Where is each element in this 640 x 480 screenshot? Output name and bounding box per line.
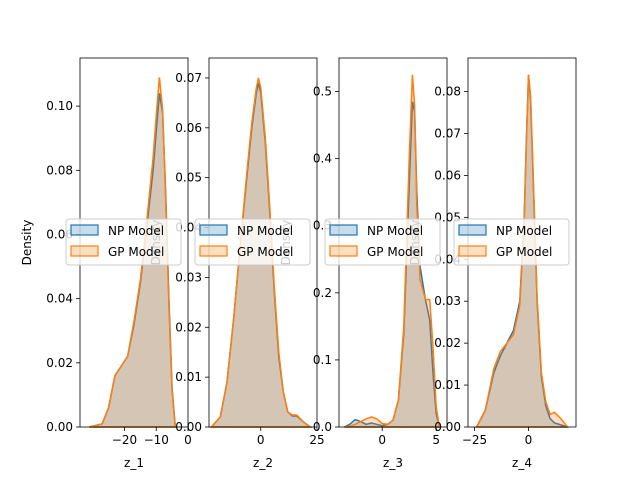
legend-swatch-np: [458, 224, 487, 236]
legend-label-np: NP Model: [108, 224, 164, 238]
y-tick-label: 0.08: [46, 163, 73, 177]
y-tick-label: 0.08: [434, 85, 461, 99]
y-tick-label: 0.07: [175, 71, 202, 85]
legend-box: [453, 218, 570, 266]
subplot-1: −20 −10 00.000.020.040.060.080.10z_1Densit…: [20, 57, 192, 470]
x-tick-label: 0: [257, 433, 265, 447]
legend-swatch-np: [70, 224, 99, 236]
x-axis-label: z_4: [512, 456, 532, 470]
legend-box: [65, 218, 182, 266]
y-tick-label: 0.02: [434, 336, 461, 350]
y-tick-label: 0.1: [313, 353, 332, 367]
x-tick-label: 0: [184, 433, 192, 447]
legend-label-np: NP Model: [496, 224, 552, 238]
y-tick-label: 0.02: [175, 320, 202, 334]
legend: NP Model GP Model: [324, 218, 441, 266]
y-tick-label: 0.00: [434, 420, 461, 434]
y-axis-label: Density: [20, 220, 34, 266]
y-tick-label: 0.00: [46, 420, 73, 434]
y-tick-label: 0.2: [313, 286, 332, 300]
density-area-gp: [89, 77, 177, 428]
x-tick-label: −20: [112, 433, 137, 447]
x-tick-label: 0: [525, 433, 533, 447]
legend-label-gp: GP Model: [108, 245, 164, 259]
y-tick-label: 0.5: [313, 85, 332, 99]
y-tick-label: 0.05: [175, 171, 202, 185]
legend-swatch-gp: [199, 245, 228, 257]
density-area-gp: [344, 74, 441, 428]
y-tick-label: 0.02: [46, 356, 73, 370]
legend: NP Model GP Model: [65, 218, 182, 266]
y-tick-label: 0.0: [313, 420, 332, 434]
legend: NP Model GP Model: [453, 218, 570, 266]
legend-label-gp: GP Model: [496, 245, 552, 259]
y-tick-label: 0.06: [434, 168, 461, 182]
y-tick-label: 0.10: [46, 99, 73, 113]
y-tick-label: 0.04: [46, 292, 73, 306]
y-tick-label: 0.01: [434, 378, 461, 392]
legend-swatch-np: [329, 224, 358, 236]
legend-label-gp: GP Model: [367, 245, 423, 259]
legend: NP Model GP Model: [194, 218, 311, 266]
legend-swatch-np: [199, 224, 228, 236]
y-tick-label: 0.00: [175, 420, 202, 434]
subplot-4: −25 00.000.010.020.030.040.050.060.070.08…: [408, 57, 577, 470]
y-tick-label: 0.4: [313, 152, 332, 166]
x-axis-label: z_1: [124, 456, 144, 470]
legend-label-np: NP Model: [237, 224, 293, 238]
y-tick-label: 0.03: [434, 294, 461, 308]
legend-swatch-gp: [329, 245, 358, 257]
y-tick-label: 0.07: [434, 126, 461, 140]
x-tick-label: −10: [144, 433, 169, 447]
legend-swatch-gp: [70, 245, 99, 257]
x-tick-label: 0: [378, 433, 386, 447]
y-tick-label: 0.01: [175, 370, 202, 384]
y-tick-label: 0.03: [175, 270, 202, 284]
legend-label-np: NP Model: [367, 224, 423, 238]
x-tick-label: 5: [432, 433, 440, 447]
x-axis-label: z_3: [383, 456, 403, 470]
legend-label-gp: GP Model: [237, 245, 293, 259]
x-tick-label: 25: [309, 433, 324, 447]
density-area-gp: [475, 74, 569, 428]
subplot-3: 050.00.10.20.30.40.5z_3Density: [279, 57, 448, 470]
x-tick-label: −25: [462, 433, 487, 447]
legend-box: [324, 218, 441, 266]
legend-swatch-gp: [458, 245, 487, 257]
legend-box: [194, 218, 311, 266]
y-tick-label: 0.06: [175, 121, 202, 135]
x-axis-label: z_2: [253, 456, 273, 470]
